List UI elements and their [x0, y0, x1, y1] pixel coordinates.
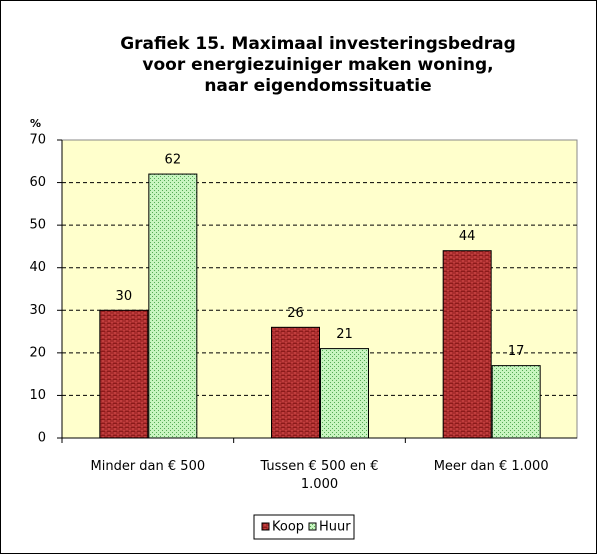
legend-swatch	[261, 522, 270, 531]
legend-label: Koop	[272, 520, 304, 535]
legend-box	[253, 514, 355, 540]
y-tick-label: 50	[29, 218, 46, 233]
y-tick-label: 40	[29, 260, 46, 275]
y-tick-label: 60	[29, 175, 46, 190]
bar	[99, 309, 149, 439]
chart-title: Grafiek 15. Maximaal investeringsbedrag	[120, 34, 516, 54]
bar	[442, 250, 492, 439]
data-label: 30	[116, 289, 133, 304]
data-label: 26	[287, 306, 304, 321]
x-tick-label: Meer dan € 1.000	[433, 459, 549, 474]
chart-title: naar eigendomssituatie	[204, 76, 431, 96]
bar	[148, 173, 198, 439]
data-label: 21	[336, 327, 353, 342]
x-tick-label: Minder dan € 500	[90, 459, 206, 474]
chart-title: voor energiezuiniger maken woning,	[142, 55, 493, 75]
bar	[320, 348, 369, 439]
data-label: 44	[459, 229, 476, 244]
data-label: 62	[165, 153, 182, 168]
y-axis-label: %	[30, 117, 41, 130]
y-tick-label: 70	[29, 133, 46, 148]
y-tick-label: 20	[29, 345, 46, 360]
data-label: 17	[508, 344, 525, 359]
legend-swatch	[308, 522, 317, 531]
bar	[491, 365, 541, 439]
y-tick-label: 10	[29, 388, 46, 403]
y-tick-label: 0	[38, 431, 46, 446]
y-tick-label: 30	[29, 303, 46, 318]
bar	[271, 326, 320, 439]
legend-label: Huur	[319, 520, 351, 535]
x-tick-label: Tussen € 500 en € 1.000	[260, 459, 379, 492]
